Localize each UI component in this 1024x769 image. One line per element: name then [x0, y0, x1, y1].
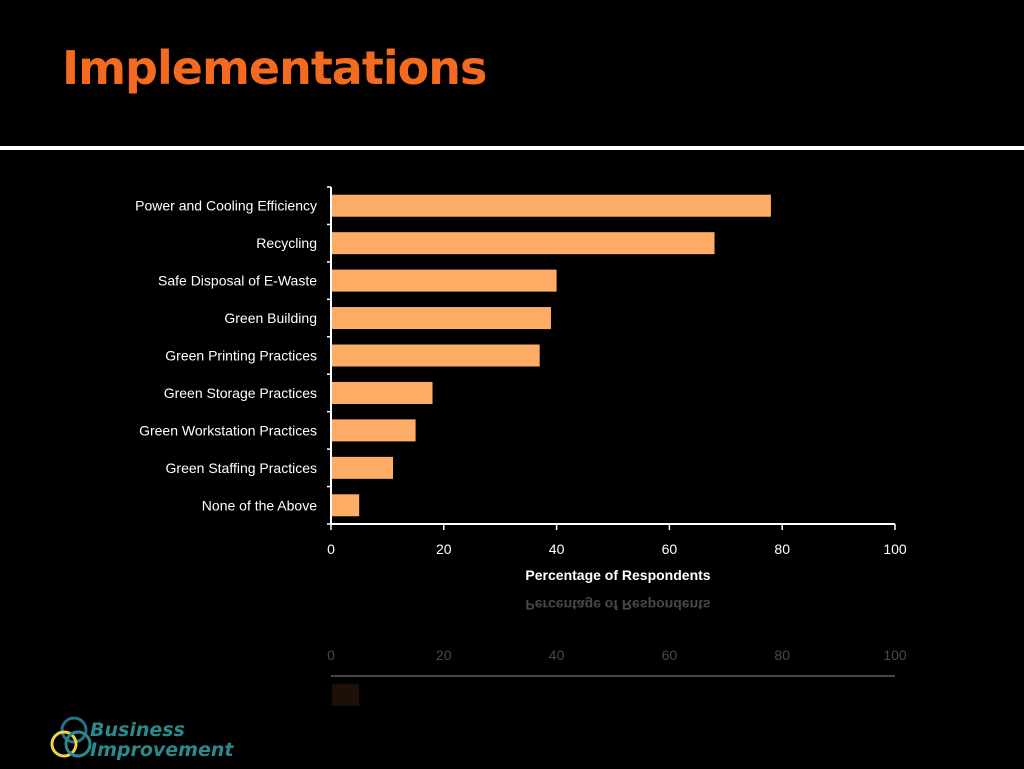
reflected-tick-label: 80 [774, 647, 790, 663]
title-divider [0, 146, 1024, 150]
bar [332, 456, 394, 479]
bar [332, 494, 360, 517]
category-label: Green Staffing Practices [166, 460, 317, 476]
business-improvement-logo: Business Improvement [50, 716, 260, 764]
bar [332, 194, 771, 217]
reflected-axis-title: Percentage of Respondents [525, 597, 710, 613]
reflected-tick-label: 0 [327, 647, 335, 663]
logo-line-2: Improvement [90, 739, 234, 761]
reflected-bar [332, 683, 360, 706]
category-label: Green Storage Practices [164, 385, 317, 401]
reflected-tick-label: 20 [436, 647, 452, 663]
category-label: Green Workstation Practices [139, 422, 317, 438]
x-tick-label: 0 [327, 541, 335, 557]
category-label: None of the Above [202, 497, 317, 513]
logo-line-1: Business [90, 719, 185, 741]
x-tick-label: 60 [662, 541, 678, 557]
x-tick-label: 40 [549, 541, 565, 557]
x-tick-label: 80 [774, 541, 790, 557]
reflected-tick-label: 100 [883, 647, 907, 663]
slide-title: Implementations [62, 41, 487, 95]
bar [332, 381, 433, 404]
x-tick-label: 100 [883, 541, 907, 557]
bar [332, 419, 416, 442]
reflected-tick-label: 60 [662, 647, 678, 663]
category-label: Safe Disposal of E-Waste [158, 273, 317, 289]
chart-reflection: Percentage of Respondents 0 20 40 60 80 100 [327, 597, 907, 706]
rings-icon [50, 716, 92, 758]
category-label: Recycling [256, 235, 317, 251]
category-label: Power and Cooling Efficiency [135, 198, 317, 214]
bar [332, 344, 540, 367]
bar [332, 307, 551, 330]
bar [332, 232, 715, 255]
category-label: Green Building [224, 310, 317, 326]
x-axis-title: Percentage of Respondents [525, 567, 710, 583]
reflected-tick-label: 40 [549, 647, 565, 663]
x-tick-label: 20 [436, 541, 452, 557]
category-label: Green Printing Practices [165, 348, 317, 364]
bar [332, 269, 557, 292]
